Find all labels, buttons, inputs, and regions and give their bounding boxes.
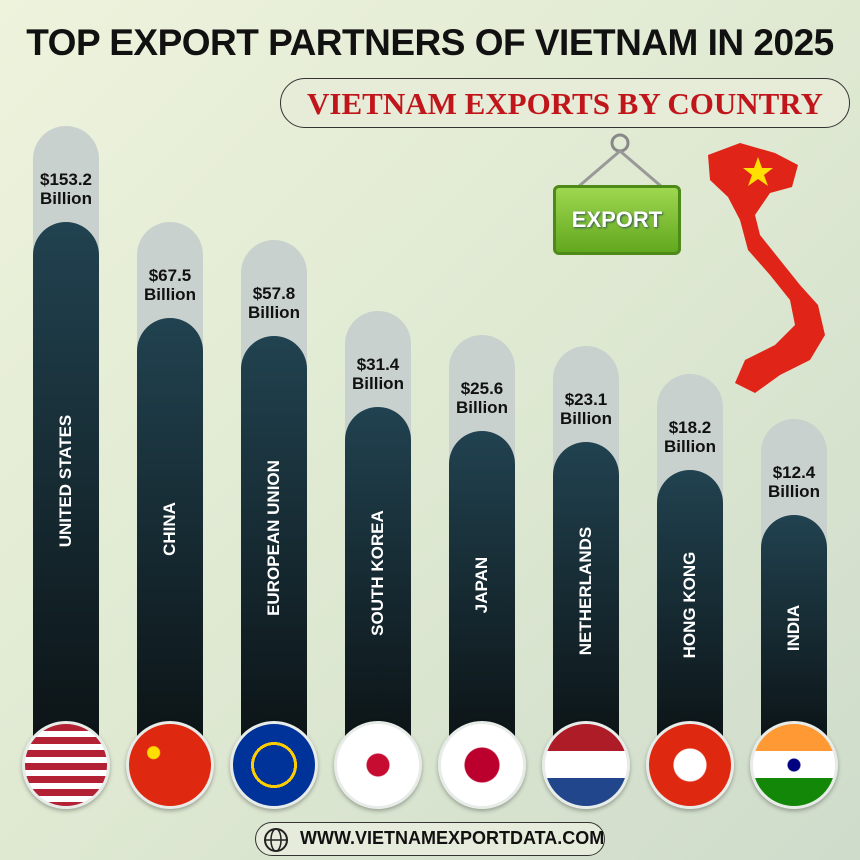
category-label: NETHERLANDS	[576, 527, 595, 656]
export-sign: EXPORT	[553, 185, 681, 255]
flag-icon	[334, 721, 422, 809]
flag-icon	[542, 721, 630, 809]
value-label: $12.4 Billion	[768, 463, 820, 501]
value-label: $25.6 Billion	[456, 378, 508, 417]
category-label: HONG KONG	[680, 551, 699, 659]
bar	[761, 515, 827, 740]
bar	[449, 430, 515, 740]
bar	[657, 470, 723, 740]
value-label: $31.4 Billion	[352, 354, 404, 393]
category-label: EUROPEAN UNION	[264, 459, 283, 616]
value-label: $67.5 Billion	[144, 265, 196, 304]
bar	[33, 222, 99, 740]
value-label: $18.2 Billion	[664, 418, 716, 457]
value-label: $153.2 Billion	[40, 170, 92, 208]
category-label: INDIA	[784, 604, 803, 651]
vietnam-map	[708, 143, 825, 393]
bar	[137, 317, 203, 740]
flag-icon	[750, 721, 838, 809]
category-label: JAPAN	[472, 557, 491, 614]
flag-icon	[230, 721, 318, 809]
website: WWW.VIETNAMEXPORTDATA.COM	[255, 822, 605, 856]
category-label: CHINA	[160, 501, 179, 556]
flag-icon	[438, 721, 526, 809]
flag-icon	[22, 721, 110, 809]
chart-title: TOP EXPORT PARTNERS OF VIETNAM IN 2025	[26, 22, 834, 63]
category-label: SOUTH KOREA	[368, 510, 387, 637]
globe-icon	[264, 828, 288, 852]
flag-icon	[646, 721, 734, 809]
bar	[345, 406, 411, 740]
flag-icon	[126, 721, 214, 809]
chart-subtitle: VIETNAM EXPORTS BY COUNTRY	[280, 78, 850, 128]
sign-hook	[577, 133, 663, 189]
value-label: $23.1 Billion	[560, 390, 612, 429]
value-label: $57.8 Billion	[248, 283, 300, 322]
bar	[241, 335, 307, 740]
bar	[553, 442, 619, 740]
category-label: UNITED STATES	[56, 414, 75, 548]
